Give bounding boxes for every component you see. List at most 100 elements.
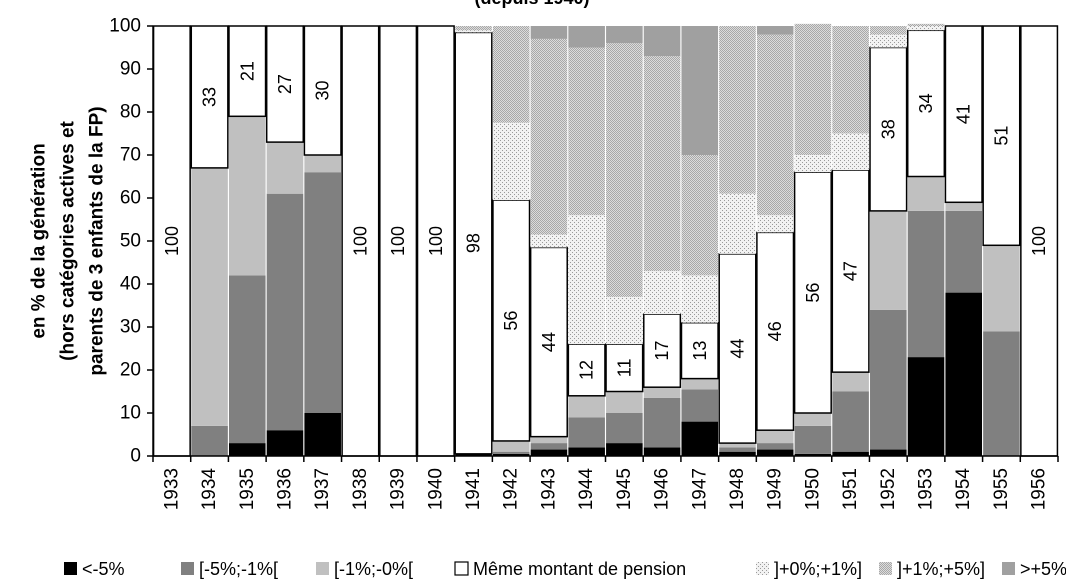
x-tick-label-1939: 1939 xyxy=(388,468,409,510)
bar-segment-1950-series-3 xyxy=(793,171,832,414)
x-tick-label-1944: 1944 xyxy=(576,468,597,511)
legend-label-5: ]+1%;+5%] xyxy=(897,559,985,579)
x-tick-label-1954: 1954 xyxy=(953,468,974,511)
x-tick-label-1937: 1937 xyxy=(312,468,333,510)
bar-segment-1952-series-1 xyxy=(870,309,907,450)
bar-value-label-1953: 34 xyxy=(916,93,936,113)
y-tick-label-70: 70 xyxy=(120,145,141,166)
bar-segment-1945-series-0 xyxy=(606,443,643,456)
bar-value-label-1939: 100 xyxy=(388,226,408,256)
bar-segment-1944-series-2 xyxy=(568,395,605,418)
legend-swatch-6 xyxy=(1002,562,1015,575)
bar-segment-1952-series-2 xyxy=(870,210,907,310)
bar-segment-1949-series-0 xyxy=(756,449,794,456)
bar-segment-1947-series-2 xyxy=(681,378,719,390)
bar-segment-1942-series-2 xyxy=(492,440,530,452)
bar-segment-1945-series-2 xyxy=(606,391,643,413)
bar-segment-1953-series-3 xyxy=(906,29,946,178)
bar-segment-1949-series-2 xyxy=(756,430,794,444)
y-tick-label-100: 100 xyxy=(109,16,141,37)
bar-segment-1950-series-2 xyxy=(794,413,832,426)
y-tick-label-0: 0 xyxy=(130,446,141,467)
bar-segment-1954-series-0 xyxy=(945,292,983,456)
bar-value-label-1938: 100 xyxy=(350,226,370,256)
bar-segment-1951-series-4 xyxy=(832,133,869,171)
bar-segment-1952-series-3 xyxy=(869,46,908,212)
x-tick-label-1953: 1953 xyxy=(916,468,937,510)
bar-segment-1941-series-4 xyxy=(455,30,492,33)
bar-segment-1942-series-3 xyxy=(492,199,531,442)
legend-label-0: <-5% xyxy=(82,559,125,579)
bar-segment-1954-series-2 xyxy=(945,202,983,211)
x-tick-label-1947: 1947 xyxy=(689,468,710,510)
bar-segment-1956-series-3 xyxy=(1020,25,1059,457)
bar-value-label-1946: 17 xyxy=(652,341,672,361)
bar-segment-1939-series-3 xyxy=(379,25,418,457)
legend-swatch-4 xyxy=(756,562,769,575)
y-axis-title-line-1: en % de la génération xyxy=(29,143,50,338)
bar-segment-1943-series-0 xyxy=(530,449,568,456)
bar-segment-1950-series-0 xyxy=(794,453,832,456)
x-tick-label-1949: 1949 xyxy=(765,468,786,510)
bar-value-label-1952: 38 xyxy=(878,119,898,139)
legend-swatch-1 xyxy=(181,562,194,575)
bar-segment-1944-series-0 xyxy=(568,447,605,456)
bar-value-label-1945: 11 xyxy=(614,359,634,378)
bar-segment-1952-series-4 xyxy=(870,34,907,48)
x-tick-label-1955: 1955 xyxy=(991,468,1012,510)
legend-swatch-0 xyxy=(64,562,77,575)
y-tick-label-10: 10 xyxy=(120,403,141,424)
bar-segment-1948-series-2 xyxy=(719,443,756,448)
bar-segment-1950-series-5 xyxy=(794,23,832,155)
bar-segment-1943-series-6 xyxy=(530,26,568,39)
bar-segment-1935-series-3 xyxy=(228,25,267,118)
bar-segment-1936-series-1 xyxy=(266,193,304,431)
bar-segment-1952-series-0 xyxy=(870,449,907,456)
bar-segment-1946-series-3 xyxy=(643,313,682,388)
bar-segment-1943-series-1 xyxy=(530,443,568,450)
y-tick-label-30: 30 xyxy=(120,317,141,338)
bar-segment-1934-series-2 xyxy=(191,167,228,426)
bar-value-label-1937: 30 xyxy=(313,80,333,100)
bar-value-label-1944: 12 xyxy=(577,360,597,380)
bar-segment-1949-series-1 xyxy=(756,443,794,450)
legend-swatch-5 xyxy=(879,562,892,575)
bar-segment-1955-series-3 xyxy=(982,25,1021,247)
x-tick-label-1956: 1956 xyxy=(1029,468,1050,510)
bar-value-label-1935: 21 xyxy=(237,61,257,81)
bar-value-label-1941: 98 xyxy=(464,233,484,253)
bar-segment-1944-series-1 xyxy=(568,417,605,448)
bar-segment-1935-series-1 xyxy=(228,275,266,444)
bar-value-label-1936: 27 xyxy=(275,74,295,94)
legend-label-1: [-5%;-1%[ xyxy=(199,559,278,579)
y-axis-title-line-3: parents de 3 enfants de la FP) xyxy=(87,106,108,375)
y-axis-title: en % de la génération (hors catégories ac… xyxy=(29,106,108,375)
bar-segment-1942-series-0 xyxy=(492,453,530,456)
bar-segment-1951-series-2 xyxy=(832,372,869,392)
x-tick-label-1940: 1940 xyxy=(425,468,446,510)
bar-segment-1953-series-0 xyxy=(907,357,945,456)
bar-value-label-1940: 100 xyxy=(426,226,446,256)
bar-segment-1949-series-6 xyxy=(756,26,794,35)
bar-segment-1955-series-1 xyxy=(983,331,1020,456)
legend-swatch-2 xyxy=(316,562,329,575)
x-tick-label-1933: 1933 xyxy=(161,468,182,510)
bar-labels-layer: 100 33 21 27 30 100 100 100 98 56 44 12 11 17 13 44 46 56… xyxy=(162,61,1049,380)
bar-segment-1950-series-4 xyxy=(794,155,832,173)
x-tick-label-1941: 1941 xyxy=(463,468,484,510)
bar-segment-1949-series-3 xyxy=(756,231,795,431)
bar-segment-1955-series-2 xyxy=(983,245,1020,332)
bar-segment-1948-series-4 xyxy=(719,193,756,254)
bar-value-label-1942: 56 xyxy=(501,311,521,331)
bars-layer xyxy=(152,23,1059,457)
bar-segment-1945-series-1 xyxy=(606,413,643,444)
bar-segment-1943-series-4 xyxy=(530,234,568,248)
bar-segment-1949-series-4 xyxy=(756,215,794,233)
x-tick-label-1934: 1934 xyxy=(199,468,220,511)
bar-segment-1946-series-4 xyxy=(643,271,681,315)
x-tick-label-1952: 1952 xyxy=(878,468,899,510)
x-tick-label-1936: 1936 xyxy=(274,468,295,510)
bar-segment-1943-series-3 xyxy=(529,246,568,438)
bar-segment-1946-series-5 xyxy=(643,56,681,272)
